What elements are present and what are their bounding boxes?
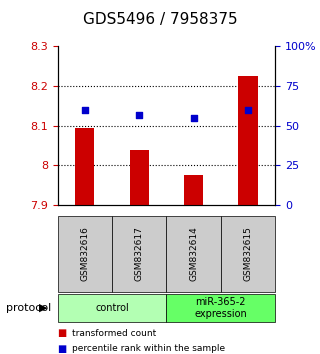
Bar xyxy=(130,150,149,205)
Text: protocol: protocol xyxy=(6,303,52,313)
Bar xyxy=(184,176,203,205)
Text: ■: ■ xyxy=(58,329,67,338)
Text: miR-365-2
expression: miR-365-2 expression xyxy=(195,297,247,319)
Text: GSM832617: GSM832617 xyxy=(135,227,144,281)
Text: transformed count: transformed count xyxy=(72,329,156,338)
Text: ▶: ▶ xyxy=(39,303,47,313)
Bar xyxy=(75,128,94,205)
Text: GSM832616: GSM832616 xyxy=(80,227,89,281)
Point xyxy=(191,115,196,120)
Text: percentile rank within the sample: percentile rank within the sample xyxy=(72,344,225,353)
Point xyxy=(245,107,251,113)
Text: GDS5496 / 7958375: GDS5496 / 7958375 xyxy=(83,12,237,27)
Text: control: control xyxy=(95,303,129,313)
Text: GSM832615: GSM832615 xyxy=(244,227,252,281)
Bar xyxy=(238,76,258,205)
Point xyxy=(137,112,142,118)
Point xyxy=(82,107,87,113)
Text: ■: ■ xyxy=(58,344,67,354)
Text: GSM832614: GSM832614 xyxy=(189,227,198,281)
